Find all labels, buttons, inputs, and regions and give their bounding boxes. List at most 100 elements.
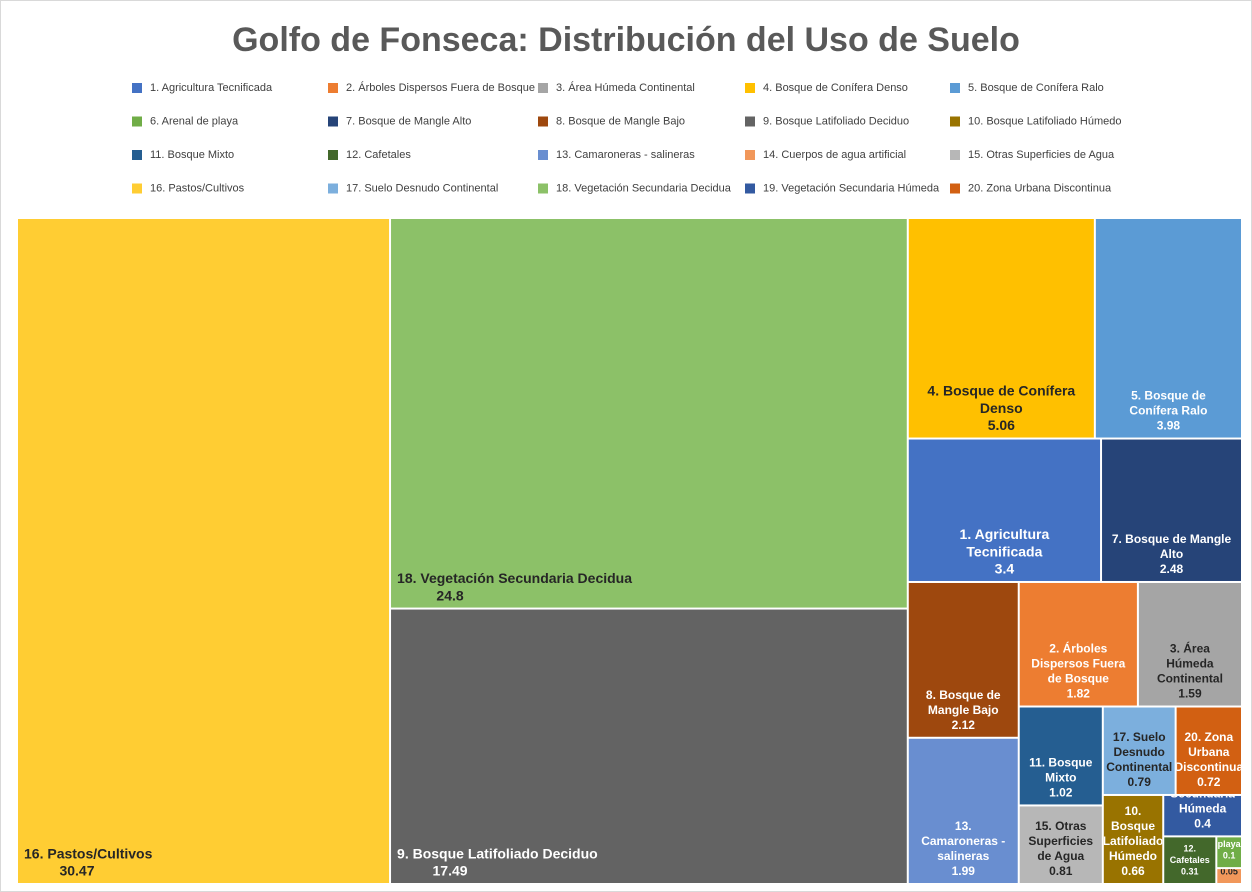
cell-value: 17.49 [433, 863, 468, 879]
legend-swatch [132, 83, 142, 93]
cell-value: 1.02 [1049, 786, 1073, 800]
legend-label: 9. Bosque Latifoliado Deciduo [763, 115, 909, 127]
cell-label: 9. Bosque Latifoliado Deciduo [397, 845, 598, 861]
legend-swatch [328, 116, 338, 127]
cell-value: 0.4 [1194, 817, 1211, 831]
treemap-cell [1217, 869, 1241, 883]
treemap-cell [391, 219, 907, 608]
treemap-cell [1138, 582, 1241, 706]
treemap-cell [1164, 837, 1216, 883]
cell-value: 5.06 [988, 417, 1015, 433]
cell-label: 20. Zona Urbana Discontinua [1174, 730, 1243, 774]
legend-label: 12. Cafetales [346, 149, 411, 161]
treemap-cell [1103, 707, 1175, 794]
cell-label: 12. Cafetales [1170, 844, 1210, 865]
cell-value: 1.99 [952, 864, 976, 878]
legend-swatch [538, 183, 548, 194]
cell-value: 0.66 [1121, 864, 1145, 878]
cell-label: 4. Bosque de Conífera Denso [927, 382, 1075, 416]
legend-swatch [745, 183, 755, 194]
legend-swatch [328, 150, 338, 160]
treemap-cell [1217, 837, 1241, 868]
treemap-cell [18, 219, 390, 883]
cell-value: 0.05 [1220, 866, 1238, 876]
legend-label: 13. Camaroneras - salineras [556, 149, 695, 161]
treemap-cell [1103, 795, 1163, 883]
cell-label: 10. Bosque Latifoliado Húmedo [1103, 804, 1164, 863]
treemap-cell [1095, 219, 1241, 438]
cell-label: 11. Bosque Mixto [1029, 756, 1093, 785]
legend-label: 8. Bosque de Mangle Bajo [556, 115, 685, 127]
cell-value: 3.98 [1157, 419, 1181, 433]
cell-value: 0.1 [1223, 851, 1236, 861]
treemap-cell [908, 582, 1018, 737]
treemap-cell [1164, 795, 1241, 836]
legend-swatch [538, 116, 548, 127]
legend-label: 4. Bosque de Conífera Denso [763, 82, 908, 94]
treemap-cell [908, 738, 1018, 883]
treemap-cell [391, 609, 907, 883]
cell-label: 2. Árboles Dispersos Fuera de Bosque [1031, 641, 1125, 686]
treemap-cell [1102, 439, 1241, 581]
cell-value: 0.31 [1181, 866, 1199, 876]
legend-swatch [950, 83, 960, 93]
cell-value: 30.47 [59, 863, 94, 879]
legend-label: 17. Suelo Desnudo Continental [346, 182, 498, 194]
legend-label: 10. Bosque Latifoliado Húmedo [968, 115, 1122, 127]
legend-swatch [950, 116, 960, 127]
legend-swatch [328, 83, 338, 93]
legend-swatch [745, 83, 755, 93]
cell-label: 16. Pastos/Cultivos [24, 845, 153, 861]
cell-label: 15. Otras Superficies de Agua [1028, 819, 1093, 863]
legend-swatch [745, 150, 755, 160]
cell-value: 3.4 [995, 561, 1015, 577]
legend-swatch [950, 150, 960, 160]
cell-value: 2.48 [1160, 562, 1184, 576]
cell-value: 24.8 [436, 587, 463, 603]
cell-label: 1. Agricultura Tecnificada [960, 526, 1050, 560]
legend-label: 1. Agricultura Tecnificada [150, 82, 273, 94]
cell-label: 3. Área Húmeda Continental [1157, 641, 1223, 686]
cell-value: 2.12 [952, 718, 976, 732]
cell-label: 18. Vegetación Secundaria Decidua [397, 570, 632, 586]
legend-label: 3. Área Húmeda Continental [556, 81, 695, 94]
legend-label: 19. Vegetación Secundaria Húmeda [763, 182, 940, 194]
legend-swatch [328, 183, 338, 194]
treemap-cell [908, 439, 1101, 581]
cell-label: 7. Bosque de Mangle Alto [1112, 532, 1232, 561]
legend-swatch [745, 116, 755, 127]
cell-value: 0.79 [1128, 775, 1152, 789]
treemap-cell [1019, 707, 1102, 805]
legend-swatch [132, 116, 142, 127]
legend-label: 14. Cuerpos de agua artificial [763, 149, 906, 161]
legend-swatch [132, 183, 142, 194]
legend-label: 18. Vegetación Secundaria Decidua [556, 182, 732, 194]
legend-label: 5. Bosque de Conífera Ralo [968, 82, 1104, 94]
legend-swatch [950, 183, 960, 194]
cell-label: 13. Camaroneras -salineras [921, 819, 1005, 863]
cell-value: 0.81 [1049, 864, 1073, 878]
cell-label: 5. Bosque de Conífera Ralo [1129, 389, 1207, 418]
legend-label: 7. Bosque de Mangle Alto [346, 115, 471, 127]
legend-label: 20. Zona Urbana Discontinua [968, 182, 1112, 194]
cell-value: 1.59 [1178, 687, 1202, 701]
treemap-cell [1176, 707, 1241, 794]
treemap-cell [1019, 806, 1102, 883]
legend-swatch [538, 83, 548, 93]
chart-title: Golfo de Fonseca: Distribución del Uso d… [232, 21, 1020, 59]
legend-label: 15. Otras Superficies de Agua [968, 149, 1115, 161]
cell-value: 1.82 [1067, 687, 1091, 701]
legend-label: 16. Pastos/Cultivos [150, 182, 245, 194]
legend-label: 2. Árboles Dispersos Fuera de Bosque [346, 81, 535, 94]
legend-swatch [538, 150, 548, 160]
legend-label: 11. Bosque Mixto [150, 149, 234, 161]
legend-label: 6. Arenal de playa [150, 115, 239, 127]
cell-label: 17. Suelo Desnudo Continental [1106, 730, 1172, 774]
treemap-cell [1019, 582, 1137, 706]
treemap-cell [908, 219, 1094, 438]
cell-label: 8. Bosque de Mangle Bajo [926, 688, 1001, 717]
legend-swatch [132, 150, 142, 160]
